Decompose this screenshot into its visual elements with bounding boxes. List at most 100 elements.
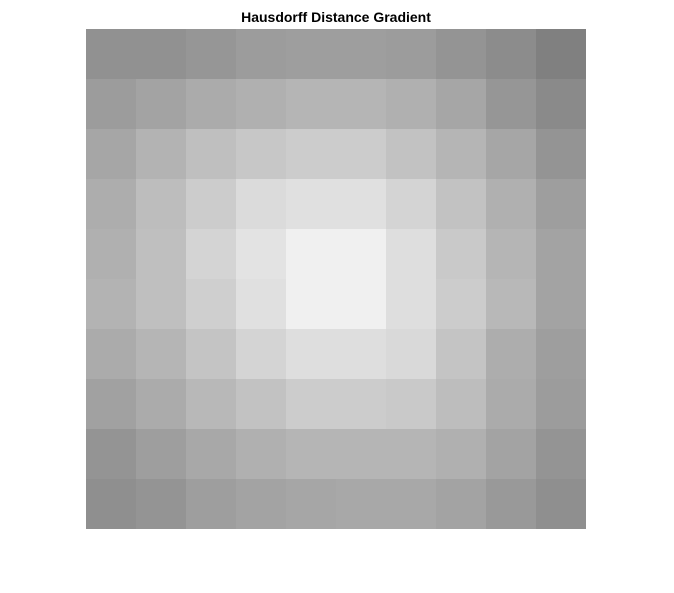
heatmap-cell-r3-c4	[236, 129, 287, 180]
heatmap-cell-r10-c2	[136, 479, 187, 529]
heatmap-cell-r4-c6	[336, 179, 387, 230]
heatmap-cell-r9-c7	[386, 429, 437, 480]
heatmap-cell-r2-c4	[236, 79, 287, 130]
heatmap-cell-r10-c1	[86, 479, 137, 529]
heatmap-cell-r4-c3	[186, 179, 237, 230]
heatmap-cell-r8-c2	[136, 379, 187, 430]
heatmap-cell-r5-c8	[436, 229, 487, 280]
heatmap-cell-r3-c8	[436, 129, 487, 180]
heatmap-cell-r8-c8	[436, 379, 487, 430]
heatmap-cell-r1-c8	[436, 29, 487, 80]
heatmap-cell-r6-c10	[536, 279, 586, 330]
heatmap-cell-r3-c3	[186, 129, 237, 180]
heatmap-cell-r9-c5	[286, 429, 337, 480]
heatmap-cell-r4-c8	[436, 179, 487, 230]
heatmap-cell-r1-c10	[536, 29, 586, 80]
heatmap-cell-r9-c2	[136, 429, 187, 480]
heatmap-cell-r7-c2	[136, 329, 187, 380]
heatmap-cell-r6-c6	[336, 279, 387, 330]
heatmap-cell-r2-c5	[286, 79, 337, 130]
heatmap-cell-r3-c5	[286, 129, 337, 180]
heatmap-cell-r1-c6	[336, 29, 387, 80]
heatmap-cell-r10-c5	[286, 479, 337, 529]
heatmap-cell-r2-c9	[486, 79, 537, 130]
heatmap-cell-r8-c4	[236, 379, 287, 430]
heatmap-cell-r7-c4	[236, 329, 287, 380]
heatmap-cell-r10-c9	[486, 479, 537, 529]
heatmap-cell-r9-c8	[436, 429, 487, 480]
heatmap-cell-r2-c3	[186, 79, 237, 130]
heatmap-cell-r3-c10	[536, 129, 586, 180]
heatmap-cell-r2-c6	[336, 79, 387, 130]
heatmap-cell-r10-c3	[186, 479, 237, 529]
heatmap-cell-r9-c1	[86, 429, 137, 480]
heatmap-cell-r10-c6	[336, 479, 387, 529]
heatmap-cell-r8-c6	[336, 379, 387, 430]
heatmap-cell-r2-c8	[436, 79, 487, 130]
heatmap-cell-r6-c7	[386, 279, 437, 330]
heatmap-cell-r5-c2	[136, 229, 187, 280]
heatmap-cell-r4-c5	[286, 179, 337, 230]
heatmap-cell-r9-c10	[536, 429, 586, 480]
heatmap-cell-r4-c2	[136, 179, 187, 230]
heatmap-cell-r1-c1	[86, 29, 137, 80]
heatmap-cell-r4-c7	[386, 179, 437, 230]
heatmap-cell-r2-c2	[136, 79, 187, 130]
heatmap-cell-r4-c4	[236, 179, 287, 230]
heatmap-cell-r8-c9	[486, 379, 537, 430]
heatmap-cell-r8-c7	[386, 379, 437, 430]
heatmap-cell-r3-c7	[386, 129, 437, 180]
heatmap-cell-r7-c6	[336, 329, 387, 380]
heatmap-cell-r10-c4	[236, 479, 287, 529]
heatmap-cell-r6-c2	[136, 279, 187, 330]
heatmap-cell-r10-c8	[436, 479, 487, 529]
heatmap-cell-r1-c5	[286, 29, 337, 80]
heatmap-cell-r5-c5	[286, 229, 337, 280]
heatmap-cell-r7-c10	[536, 329, 586, 380]
heatmap-cell-r9-c4	[236, 429, 287, 480]
heatmap-cell-r5-c1	[86, 229, 137, 280]
chart-title: Hausdorff Distance Gradient	[241, 9, 431, 25]
heatmap-cell-r7-c3	[186, 329, 237, 380]
heatmap-cell-r5-c7	[386, 229, 437, 280]
heatmap-cell-r7-c9	[486, 329, 537, 380]
heatmap-cell-r5-c4	[236, 229, 287, 280]
heatmap-cell-r8-c3	[186, 379, 237, 430]
heatmap-cell-r9-c3	[186, 429, 237, 480]
heatmap-cell-r1-c9	[486, 29, 537, 80]
heatmap-cell-r7-c7	[386, 329, 437, 380]
heatmap-cell-r7-c5	[286, 329, 337, 380]
heatmap-cell-r3-c6	[336, 129, 387, 180]
heatmap-cell-r6-c9	[486, 279, 537, 330]
heatmap-cell-r8-c5	[286, 379, 337, 430]
heatmap-cell-r2-c1	[86, 79, 137, 130]
heatmap-cell-r5-c6	[336, 229, 387, 280]
heatmap-cell-r1-c4	[236, 29, 287, 80]
heatmap-cell-r10-c10	[536, 479, 586, 529]
heatmap-cell-r5-c9	[486, 229, 537, 280]
heatmap-cell-r1-c3	[186, 29, 237, 80]
heatmap-cell-r9-c9	[486, 429, 537, 480]
heatmap-cell-r6-c8	[436, 279, 487, 330]
heatmap-plot-area	[86, 29, 586, 529]
heatmap-cell-r6-c3	[186, 279, 237, 330]
heatmap-cell-r6-c4	[236, 279, 287, 330]
heatmap-cell-r2-c7	[386, 79, 437, 130]
heatmap-cell-r7-c1	[86, 329, 137, 380]
heatmap-cell-r3-c1	[86, 129, 137, 180]
heatmap-cell-r7-c8	[436, 329, 487, 380]
heatmap-cell-r10-c7	[386, 479, 437, 529]
heatmap-cell-r4-c10	[536, 179, 586, 230]
heatmap-cell-r8-c10	[536, 379, 586, 430]
heatmap-cell-r6-c1	[86, 279, 137, 330]
heatmap-cell-r5-c10	[536, 229, 586, 280]
heatmap-cell-r3-c2	[136, 129, 187, 180]
heatmap-cell-r4-c1	[86, 179, 137, 230]
heatmap-cell-r9-c6	[336, 429, 387, 480]
heatmap-cell-r1-c7	[386, 29, 437, 80]
heatmap-cell-r4-c9	[486, 179, 537, 230]
heatmap-cell-r2-c10	[536, 79, 586, 130]
heatmap-cell-r5-c3	[186, 229, 237, 280]
heatmap-cell-r8-c1	[86, 379, 137, 430]
